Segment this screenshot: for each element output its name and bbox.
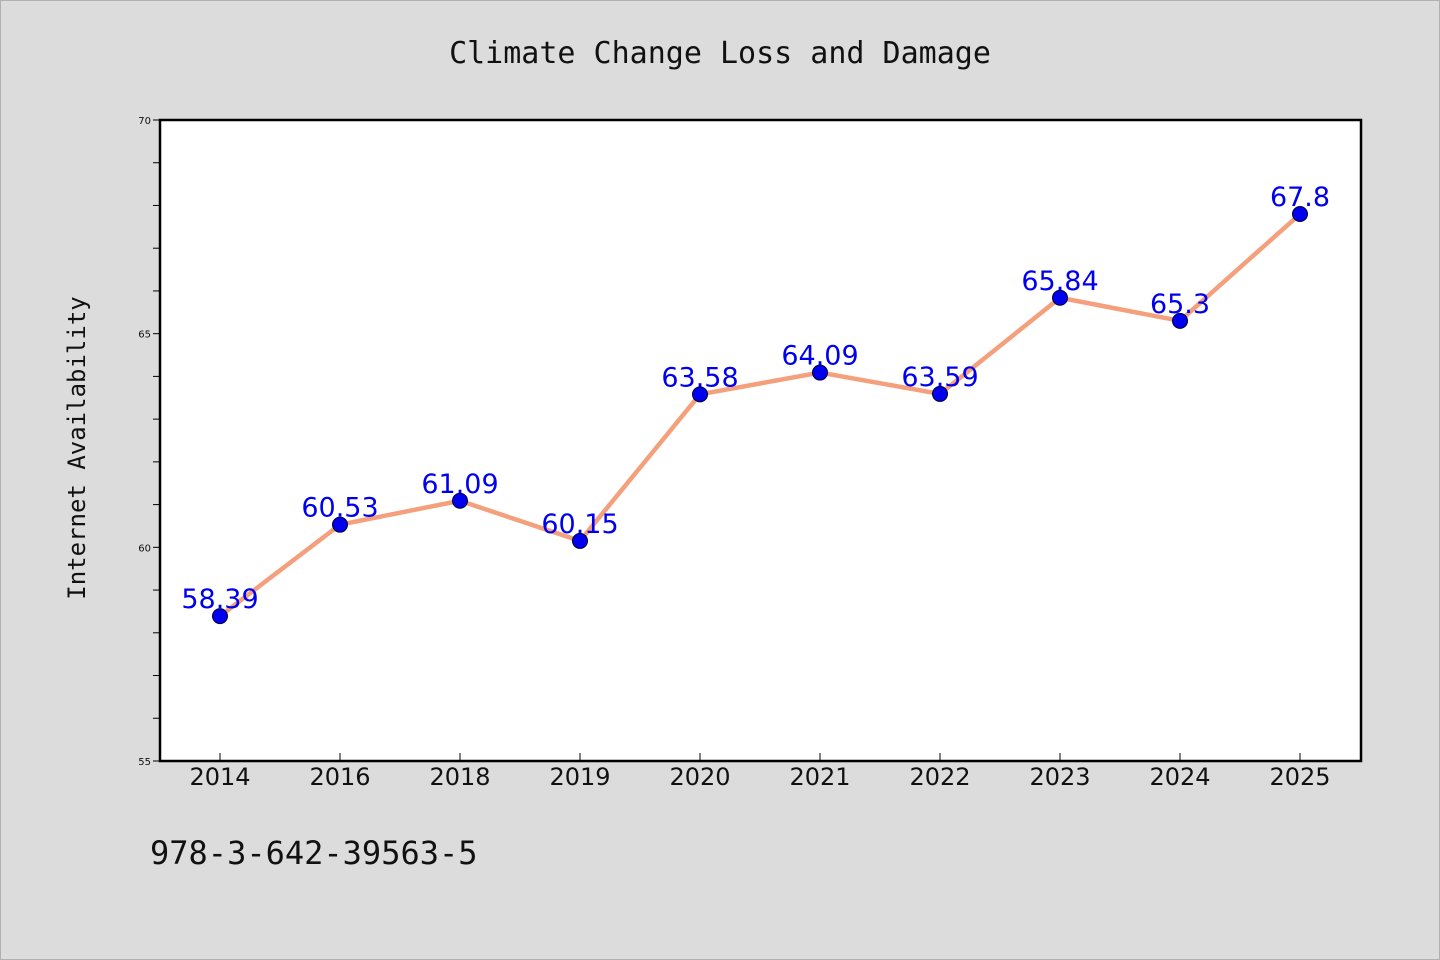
data-label: 63.58 [661, 362, 738, 393]
x-tick-label: 2022 [909, 763, 970, 791]
data-point [692, 386, 708, 403]
data-label: 61.09 [421, 469, 498, 500]
data-label: 67.8 [1270, 182, 1330, 213]
x-tick-label: 2025 [1269, 763, 1330, 791]
plot-area [158, 118, 1363, 763]
y-axis-label: Internet Availability [63, 296, 91, 599]
y-axis-ticks: 55 60 65 70 [138, 116, 160, 768]
y-tick-label: 60 [138, 543, 151, 554]
x-tick-label: 2016 [309, 763, 370, 791]
data-point [452, 492, 468, 509]
chart-title: Climate Change Loss and Damage [449, 36, 991, 71]
series-line [217, 211, 1303, 619]
x-tick-label: 2024 [1149, 763, 1210, 791]
data-point [332, 516, 348, 533]
data-point [1052, 289, 1068, 306]
data-point [932, 385, 948, 402]
y-tick-label: 55 [138, 757, 151, 768]
x-axis-ticks: 2014 2016 2018 2019 2020 2021 2022 2023 2024 2025 [189, 753, 1331, 791]
x-tick-label: 2018 [429, 763, 490, 791]
x-tick-label: 2014 [189, 763, 250, 791]
data-point [1172, 312, 1188, 329]
data-point [212, 608, 228, 625]
y-tick-label: 65 [138, 330, 151, 341]
data-label: 65.84 [1021, 266, 1098, 297]
data-label: 65.3 [1150, 289, 1210, 320]
data-point [572, 532, 588, 549]
data-label: 58.39 [181, 584, 258, 615]
y-tick-label: 70 [138, 116, 151, 127]
data-point [812, 364, 828, 381]
x-tick-label: 2023 [1029, 763, 1090, 791]
data-label: 63.59 [901, 362, 978, 393]
footnote-isbn: 978-3-642-39563-5 [150, 834, 478, 872]
data-point [1292, 206, 1308, 223]
x-tick-label: 2019 [549, 763, 610, 791]
data-series: 58.39 60.53 61.09 60.15 63.58 64.09 63.59 65.84… [181, 182, 1330, 625]
data-label: 60.53 [301, 493, 378, 524]
x-tick-label: 2021 [789, 763, 850, 791]
data-label: 60.15 [541, 509, 618, 540]
x-tick-label: 2020 [669, 763, 730, 791]
data-label: 64.09 [781, 341, 858, 372]
